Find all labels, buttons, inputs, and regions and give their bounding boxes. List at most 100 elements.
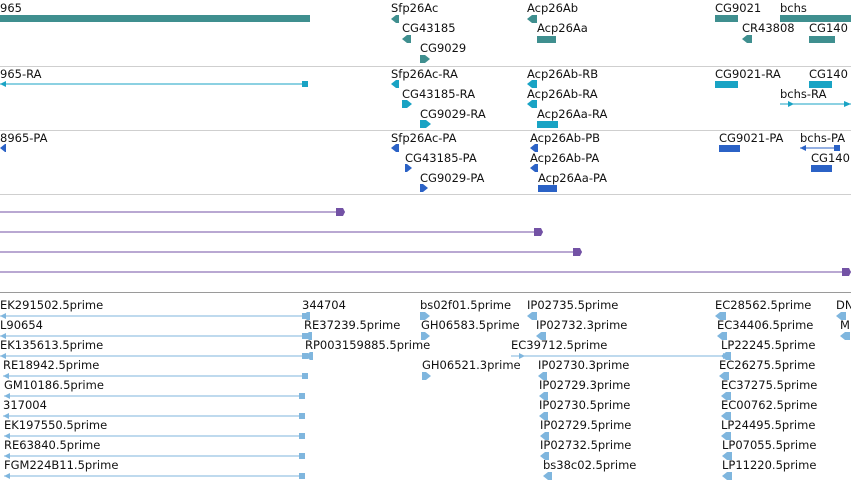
proteins-feature-glyph-arrow[interactable] (391, 144, 399, 152)
transcripts-feature-label[interactable]: Acp26Ab-RA (527, 87, 598, 101)
ests-feature-glyph[interactable] (722, 472, 732, 480)
proteins-feature-label[interactable]: Acp26Aa-PA (538, 171, 608, 185)
ests-feature-label[interactable]: LP24495.5prime (721, 418, 816, 432)
ests-feature-label[interactable]: FGM224B11.5prime (4, 458, 119, 472)
ests-feature-label[interactable]: EK291502.5prime (0, 298, 104, 312)
ests-feature-glyph[interactable] (4, 473, 305, 479)
genes-feature-label[interactable]: CR43808 (742, 21, 795, 35)
transcripts-feature-glyph[interactable] (527, 100, 537, 108)
genes-feature-label[interactable]: CG9021 (715, 1, 762, 15)
ests-feature-glyph[interactable] (0, 313, 308, 319)
ests-feature-label[interactable]: EC28562.5prime (715, 298, 812, 312)
ests-feature-label[interactable]: EC37275.5prime (721, 378, 818, 392)
ests-feature-glyph-arrow[interactable] (421, 332, 430, 340)
genes-feature-glyph[interactable] (809, 36, 835, 43)
ests-feature-glyph-end-cap[interactable] (299, 393, 305, 399)
ests-feature-label[interactable]: LP11220.5prime (722, 458, 817, 472)
ests-feature-glyph-start-cap[interactable] (3, 373, 9, 379)
ests-feature-glyph-arrow[interactable] (721, 432, 731, 440)
ests-feature-label[interactable]: IP02732.5prime (540, 438, 632, 452)
ests-feature-glyph-arrow[interactable] (840, 332, 850, 340)
proteins-feature-glyph[interactable] (530, 144, 538, 152)
ests-feature-label[interactable]: RP003159885.5prime (305, 338, 431, 352)
ests-feature-glyph[interactable] (539, 412, 548, 420)
transcripts-feature-glyph-bar[interactable] (537, 121, 558, 128)
ests-feature-glyph-start-cap[interactable] (4, 433, 10, 439)
transcripts-feature-label[interactable]: Acp26Ab-RB (527, 67, 599, 81)
proteins-feature-glyph-bar[interactable] (719, 145, 740, 152)
ests-feature-label[interactable]: EC00762.5prime (721, 398, 818, 412)
ests-feature-glyph[interactable] (543, 472, 552, 480)
ests-feature-glyph[interactable] (421, 332, 430, 340)
genes-feature-label[interactable]: Acp26Ab (527, 1, 579, 15)
ests-feature-glyph-end-cap[interactable] (299, 433, 305, 439)
proteins-feature-label[interactable]: Sfp26Ac-PA (391, 131, 457, 145)
ests-feature-glyph[interactable] (719, 372, 729, 380)
proteins-feature-label[interactable]: Acp26Ab-PB (530, 131, 601, 145)
ests-feature-glyph-end-cap[interactable] (299, 473, 305, 479)
ests-feature-glyph-end-cap[interactable] (299, 413, 305, 419)
alignments-feature-glyph[interactable] (0, 208, 345, 216)
genes-feature-glyph[interactable] (0, 15, 310, 22)
ests-feature-label[interactable]: GM10186.5prime (4, 378, 104, 392)
ests-feature-glyph-arrow[interactable] (540, 432, 549, 440)
genes-feature-label[interactable]: CG140 (809, 21, 848, 35)
ests-feature-glyph-start-cap[interactable] (3, 413, 9, 419)
ests-feature-glyph-arrow[interactable] (527, 312, 537, 320)
transcripts-feature-glyph-bar[interactable] (715, 81, 738, 88)
proteins-feature-glyph-start-cap[interactable] (800, 145, 806, 151)
proteins-feature-glyph[interactable] (800, 145, 840, 151)
genes-feature-glyph-bar[interactable] (715, 15, 738, 22)
ests-feature-glyph-end-cap[interactable] (299, 453, 305, 459)
proteins-feature-label[interactable]: 8965-PA (0, 131, 48, 145)
proteins-feature-glyph-bar[interactable] (538, 185, 557, 192)
ests-feature-glyph[interactable] (4, 453, 305, 459)
ests-feature-label[interactable]: RE37239.5prime (304, 318, 401, 332)
transcripts-feature-glyph[interactable] (402, 100, 412, 108)
ests-feature-label[interactable]: GH06521.3prime (422, 358, 521, 372)
transcripts-feature-label[interactable]: bchs-RA (780, 87, 827, 101)
transcripts-feature-glyph-arrow[interactable] (527, 80, 537, 88)
transcripts-feature-glyph[interactable] (391, 80, 399, 88)
ests-feature-glyph-arrow[interactable] (721, 392, 731, 400)
ests-feature-glyph-start-cap[interactable] (0, 313, 6, 319)
proteins-feature-label[interactable]: CG9029-PA (420, 171, 485, 185)
genes-feature-glyph-arrow[interactable] (391, 15, 399, 23)
transcripts-feature-glyph-start-cap[interactable] (0, 81, 6, 87)
genes-feature-glyph[interactable] (402, 35, 411, 43)
alignments-feature-glyph-end-cap[interactable] (534, 228, 543, 236)
ests-feature-label[interactable]: IP02732.3prime (536, 318, 628, 332)
ests-feature-glyph[interactable] (536, 332, 546, 340)
transcripts-feature-glyph-end-cap[interactable] (844, 101, 851, 107)
alignments-feature-glyph[interactable] (0, 228, 543, 236)
proteins-feature-glyph[interactable] (811, 165, 832, 172)
ests-feature-glyph[interactable] (717, 332, 727, 340)
ests-feature-glyph-arrow[interactable] (721, 352, 731, 360)
genes-feature-label[interactable]: 965 (0, 1, 22, 15)
ests-feature-label[interactable]: M (840, 318, 850, 332)
ests-feature-label[interactable]: EK197550.5prime (4, 418, 108, 432)
ests-feature-glyph-end-cap[interactable] (302, 373, 308, 379)
proteins-feature-glyph[interactable] (538, 185, 557, 192)
ests-feature-glyph-start-cap[interactable] (0, 333, 6, 339)
genes-feature-glyph[interactable] (715, 15, 738, 22)
ests-feature-label[interactable]: IP02730.3prime (538, 358, 630, 372)
ests-feature-label[interactable]: 344704 (302, 298, 346, 312)
genes-feature-label[interactable]: bchs (780, 1, 807, 15)
transcripts-feature-glyph-mid-cap[interactable] (788, 101, 794, 107)
proteins-feature-glyph-arrow[interactable] (530, 164, 538, 172)
ests-feature-label[interactable]: L90654 (0, 318, 43, 332)
genes-feature-glyph-bar[interactable] (537, 36, 556, 43)
proteins-feature-label[interactable]: CG140 (811, 151, 850, 165)
ests-feature-glyph[interactable] (538, 372, 547, 380)
ests-feature-glyph-arrow[interactable] (836, 312, 846, 320)
genes-feature-glyph-arrow[interactable] (420, 55, 430, 63)
ests-feature-glyph-start-cap[interactable] (4, 453, 10, 459)
ests-feature-glyph-arrow[interactable] (540, 452, 549, 460)
proteins-feature-glyph[interactable] (719, 145, 740, 152)
transcripts-feature-glyph[interactable] (715, 81, 738, 88)
transcripts-feature-label[interactable]: Sfp26Ac-RA (391, 67, 458, 81)
ests-feature-label[interactable]: DN (836, 298, 851, 312)
proteins-feature-glyph[interactable] (391, 144, 399, 152)
proteins-feature-glyph[interactable] (405, 164, 412, 172)
